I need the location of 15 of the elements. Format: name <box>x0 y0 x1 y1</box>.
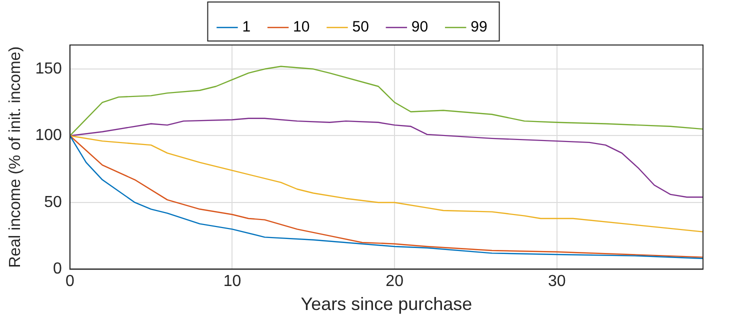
x-axis-title: Years since purchase <box>300 294 472 314</box>
legend-label: 99 <box>470 18 488 36</box>
x-tick-label: 0 <box>65 273 74 290</box>
x-tick-label: 10 <box>223 273 242 290</box>
y-tick-label: 150 <box>35 60 62 78</box>
legend-label: 10 <box>293 18 310 36</box>
y-tick-label: 100 <box>35 127 62 144</box>
legend-label: 1 <box>242 18 251 36</box>
legend-label: 50 <box>352 18 369 36</box>
y-tick-label: 0 <box>52 260 62 278</box>
y-tick-label: 50 <box>44 194 62 211</box>
legend-label: 90 <box>411 18 428 36</box>
x-tick-label: 20 <box>386 273 404 290</box>
x-tick-label: 30 <box>548 273 566 290</box>
y-axis-title: Real income (% of init. income) <box>7 46 24 268</box>
